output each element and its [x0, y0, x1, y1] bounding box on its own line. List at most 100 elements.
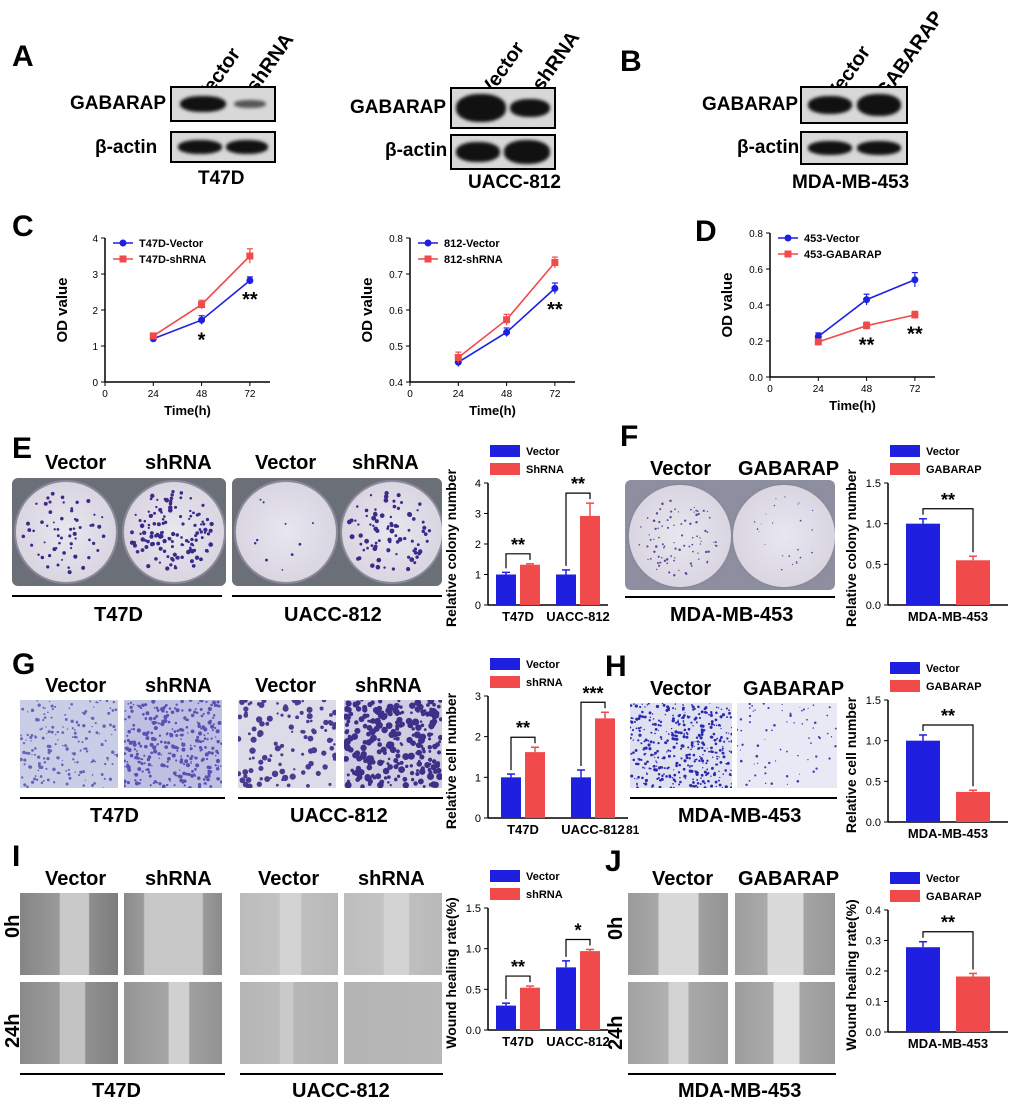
legend-swatch [890, 890, 920, 902]
cell [62, 744, 64, 747]
colony [394, 534, 398, 538]
cell [155, 744, 158, 747]
cell [657, 756, 660, 759]
cell [389, 746, 397, 754]
cell [30, 780, 35, 784]
cell [416, 761, 423, 767]
cell [202, 712, 205, 715]
cell [438, 740, 442, 744]
cell [350, 768, 355, 773]
cell [721, 713, 726, 717]
colony [356, 505, 359, 508]
cell [698, 759, 701, 763]
cell [56, 730, 59, 734]
wound-t47d-shrna-24h [124, 982, 222, 1064]
cell [739, 759, 743, 763]
cell [786, 721, 788, 723]
cell [197, 785, 202, 788]
cell [793, 722, 795, 724]
cell [765, 729, 768, 732]
colony [140, 548, 145, 553]
cell [197, 702, 200, 705]
y-tick-label: 0.0 [466, 1025, 481, 1037]
cell [414, 706, 421, 712]
cell [399, 742, 403, 745]
cell [149, 784, 152, 787]
colony [697, 552, 699, 554]
cell [436, 773, 442, 781]
data-point [911, 311, 919, 319]
cell [111, 709, 115, 712]
significance-bracket [565, 938, 591, 957]
colony [657, 555, 660, 558]
cell [61, 759, 64, 762]
cell [211, 746, 215, 750]
cell [656, 749, 659, 753]
cell [215, 758, 221, 764]
colony [143, 519, 147, 523]
colony [139, 532, 142, 536]
cell [355, 729, 360, 734]
cell [174, 707, 177, 710]
panel-label-i: I [12, 840, 21, 873]
cell [173, 730, 177, 733]
cell [722, 746, 724, 748]
cell [773, 723, 776, 727]
cell [730, 750, 732, 754]
cell [646, 760, 649, 764]
cell [381, 726, 388, 734]
colony [171, 489, 175, 494]
cell [152, 745, 157, 750]
cell [114, 708, 118, 712]
img-cell-label: UACC-812 [284, 604, 382, 626]
cell [360, 784, 365, 788]
legend-label: 453-Vector [804, 233, 860, 245]
bar [520, 564, 540, 605]
cell [718, 707, 720, 709]
cell [779, 748, 782, 751]
cell [722, 749, 724, 751]
cell [637, 739, 640, 742]
cell [655, 704, 660, 709]
panel-label-e: E [12, 432, 33, 465]
cell [756, 762, 759, 764]
cell [156, 781, 159, 784]
img-col-label: shRNA [145, 675, 212, 697]
cell [175, 733, 179, 737]
cell [114, 753, 116, 756]
cell [214, 726, 217, 730]
colony [356, 556, 360, 561]
cell [649, 716, 652, 719]
cell [359, 753, 367, 760]
cell [62, 726, 64, 728]
cell [411, 718, 420, 726]
cell [685, 756, 689, 760]
cell [755, 754, 759, 758]
colony [168, 505, 173, 510]
colony [425, 539, 429, 543]
panel-label-c: C [12, 210, 34, 243]
cell [826, 732, 829, 735]
cell [730, 783, 732, 785]
cell [124, 759, 126, 763]
cell [730, 727, 732, 729]
cell [159, 740, 163, 744]
colony [760, 523, 762, 525]
colony [666, 526, 670, 529]
transwell-mda-gabarap [737, 703, 837, 788]
cell [762, 703, 765, 705]
cell [428, 722, 435, 730]
cell [665, 742, 668, 745]
cell [432, 743, 438, 750]
x-tick-label: T47D [502, 1034, 534, 1049]
colony [665, 558, 669, 561]
cell [196, 735, 200, 739]
colony [142, 530, 147, 535]
y-axis-label: OD value [54, 277, 71, 342]
cell [353, 769, 361, 777]
cell [124, 747, 126, 749]
cell [300, 770, 306, 775]
y-tick-label: 3 [475, 691, 481, 703]
colony [48, 554, 52, 558]
cell [219, 765, 222, 768]
